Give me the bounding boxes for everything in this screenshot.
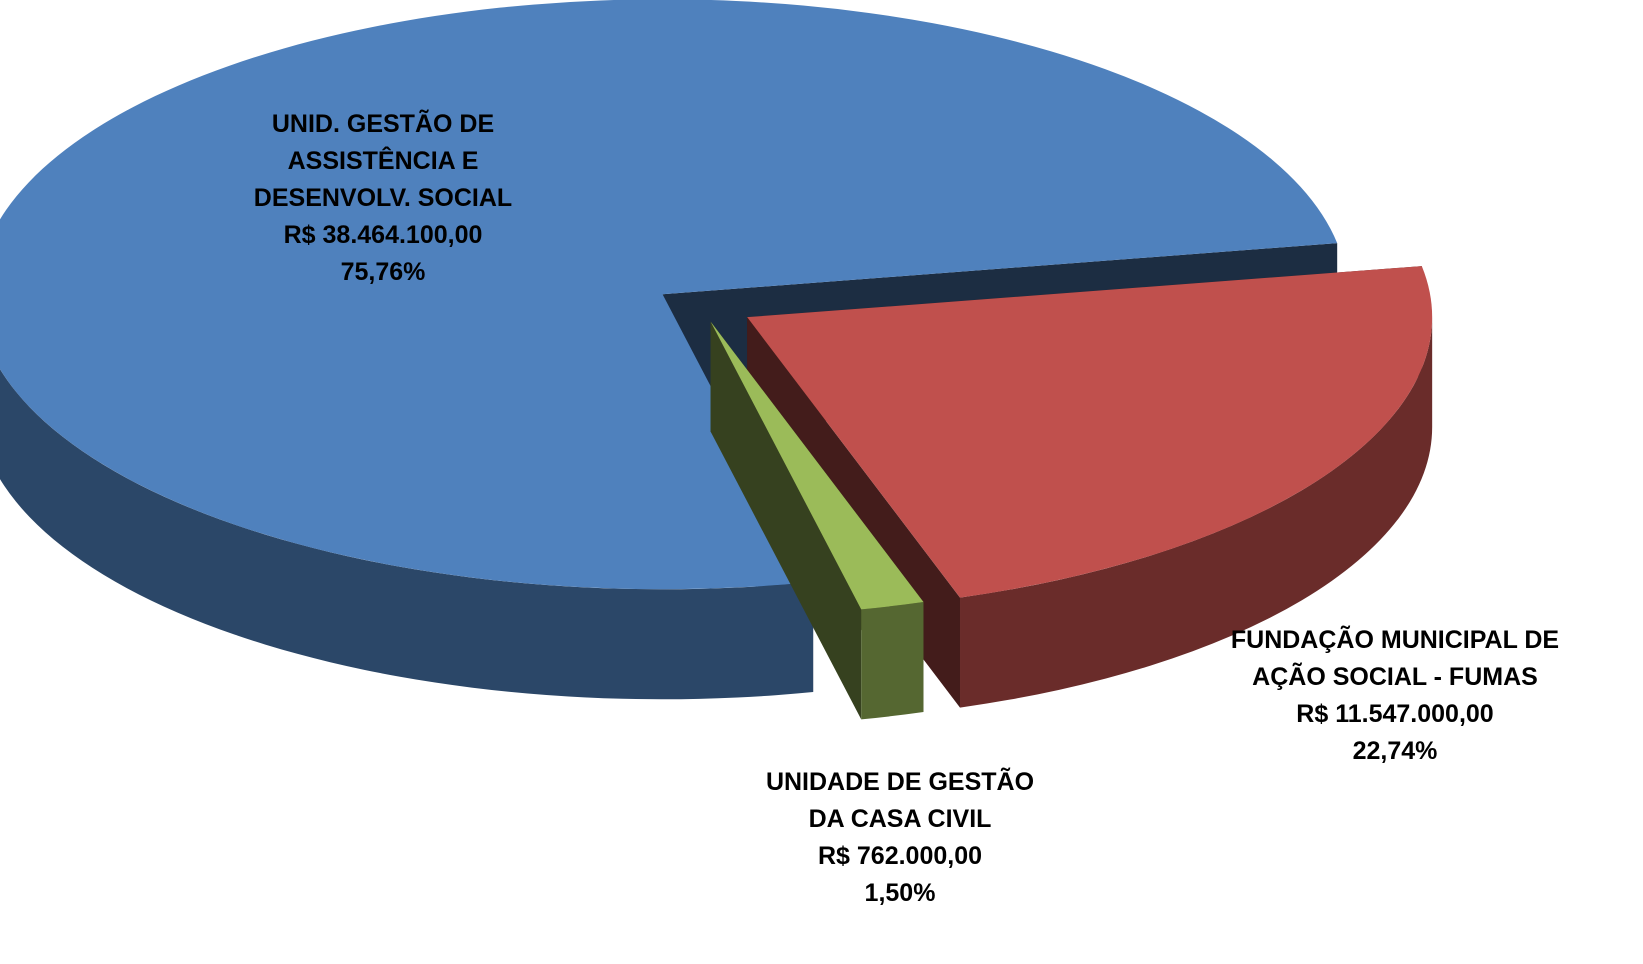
label-line: ASSISTÊNCIA E: [288, 145, 479, 175]
percent-label: 75,76%: [341, 258, 426, 286]
label-line: UNIDADE DE GESTÃO: [766, 766, 1034, 796]
label-line: DA CASA CIVIL: [809, 805, 992, 833]
slice-side: [0, 369, 814, 700]
value-label: R$ 38.464.100,00: [284, 221, 483, 249]
percent-label: 1,50%: [865, 879, 936, 907]
slice-side: [960, 317, 1433, 708]
label-line: AÇÃO SOCIAL - FUMAS: [1252, 661, 1538, 691]
label-line: FUNDAÇÃO MUNICIPAL DE: [1231, 624, 1559, 654]
slice-top: [0, 0, 1338, 590]
slice: [710, 321, 924, 720]
label-line: DESENVOLV. SOCIAL: [254, 184, 512, 212]
slice-label: UNIDADE DE GESTÃO DA CASA CIVIL: [766, 766, 1034, 833]
percent-label: 22,74%: [1353, 737, 1438, 765]
value-label: R$ 11.547.000,00: [1296, 700, 1493, 728]
slice-top: [710, 321, 924, 610]
value-label: R$ 762.000,00: [818, 842, 982, 870]
slice-label: UNID. GESTÃO DE ASSISTÊNCIA E DESENVOLV. S…: [254, 108, 512, 212]
slice-label: FUNDAÇÃO MUNICIPAL DE AÇÃO SOCIAL - FUMAS: [1231, 624, 1559, 691]
slice-side: [861, 602, 924, 720]
slice-wall: [710, 321, 862, 720]
slice-top: [747, 266, 1433, 598]
label-line: UNID. GESTÃO DE: [272, 108, 494, 138]
